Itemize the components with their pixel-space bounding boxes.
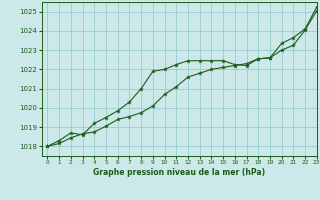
X-axis label: Graphe pression niveau de la mer (hPa): Graphe pression niveau de la mer (hPa) (93, 168, 265, 177)
